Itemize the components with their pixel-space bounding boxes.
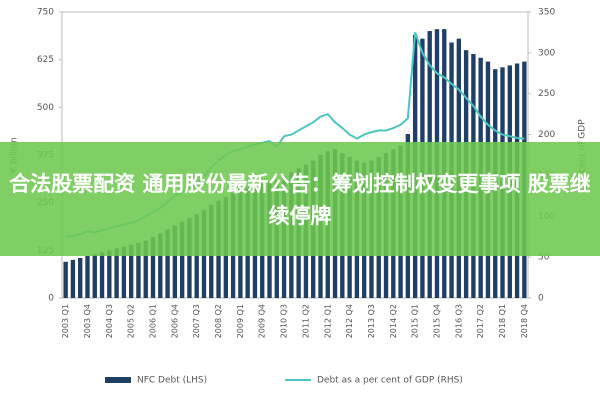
x-tick-label: 2006 Q1 [149,304,158,338]
bar [187,217,192,298]
banner: 合法股票配资 通用股份最新公告：筹划控制权变更事项 股票继续停牌 [0,142,600,256]
x-tick-label: 2004 Q3 [105,304,114,338]
bar [114,248,119,298]
bar [172,225,178,298]
y-tick-label: 500 [37,103,54,113]
x-tick-label: 2012 Q4 [345,304,354,338]
x-tick-label: 2018 Q1 [498,304,507,338]
y2-tick-label: 0 [538,294,544,304]
bar [136,242,141,298]
x-tick-label: 2015 Q1 [411,304,420,338]
bar [70,259,76,298]
legend-label: Debt as a per cent of GDP (RHS) [317,376,463,386]
bar [78,257,83,298]
y2-tick-label: 50 [538,253,550,263]
x-tick-label: 2018 Q4 [520,304,529,338]
bar [85,256,90,298]
y2-tick-label: 200 [538,130,555,140]
x-tick-label: 2012 Q1 [323,304,332,338]
bar [158,233,163,298]
y2-tick-label: 300 [538,48,555,58]
bar [150,236,156,298]
x-tick-label: 2007 Q3 [192,304,201,338]
x-tick-label: 2009 Q1 [236,304,245,338]
y-tick-label: 0 [48,294,54,304]
bar [63,261,68,298]
x-tick-label: 2008 Q2 [214,304,223,338]
x-tick-label: 2003 Q4 [83,304,92,338]
y2-tick-label: 350 [538,8,555,18]
y-tick-label: 625 [37,55,54,65]
x-tick-label: 2009 Q4 [258,304,267,338]
bar [165,229,170,298]
x-tick-label: 2006 Q4 [170,304,179,338]
x-tick-label: 2016 Q3 [454,304,463,338]
x-tick-label: 2017 Q2 [476,304,485,338]
bar [179,221,185,298]
y-tick-label: 750 [37,8,54,18]
x-tick-label: 2015 Q4 [432,304,441,338]
bar [128,244,134,298]
x-tick-label: 2003 Q1 [61,304,70,338]
x-tick-label: 2010 Q3 [280,304,289,338]
bar [194,214,199,298]
x-tick-label: 2013 Q3 [367,304,376,338]
bar [99,252,105,298]
x-tick-label: 2005 Q2 [127,304,136,338]
bar [121,246,127,298]
bar [143,240,148,298]
legend-swatch [105,377,131,383]
x-tick-label: 2011 Q2 [301,304,310,338]
y2-tick-label: 250 [538,89,555,99]
bar [92,254,97,298]
bar [107,250,112,298]
x-tick-label: 2014 Q2 [389,304,398,338]
legend-label: NFC Debt (LHS) [137,376,207,386]
